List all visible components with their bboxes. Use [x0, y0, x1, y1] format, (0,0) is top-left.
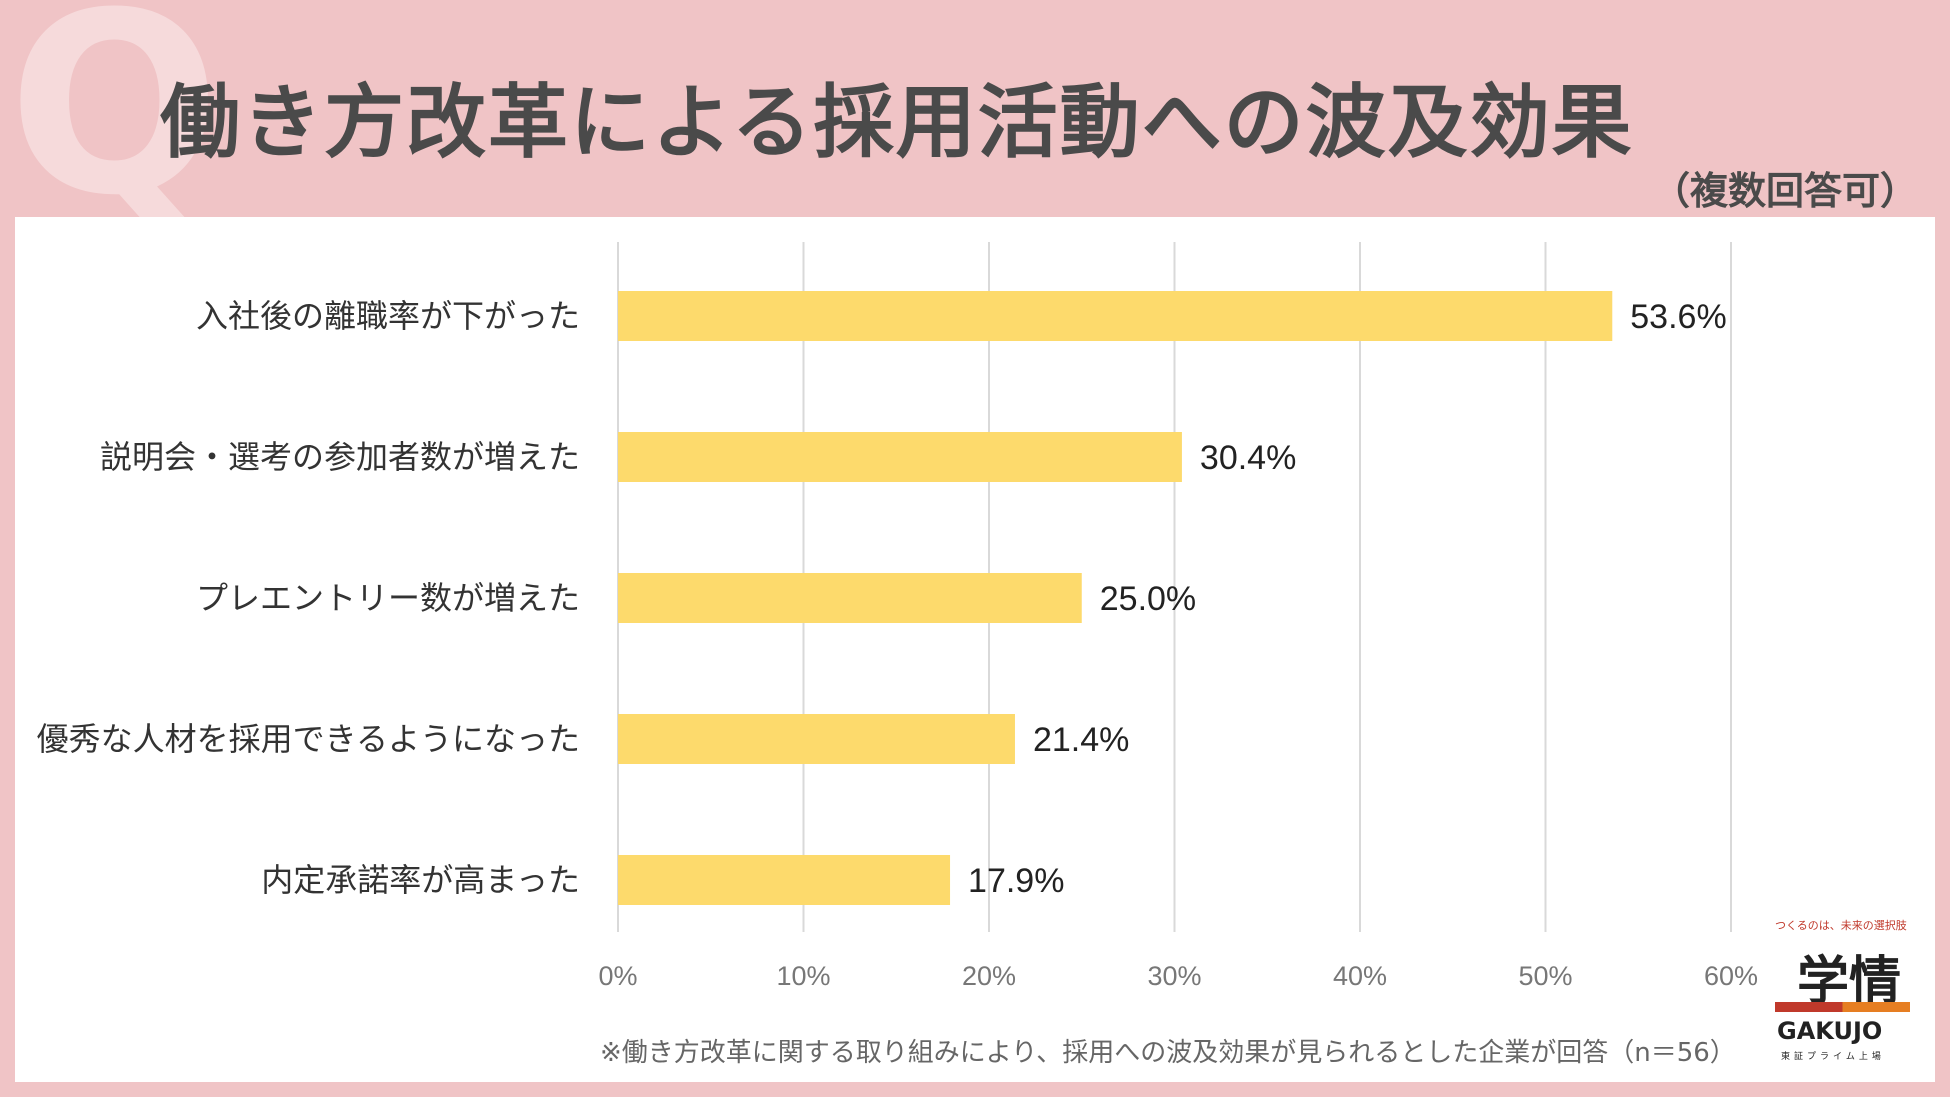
bar — [618, 432, 1182, 482]
category-label: 入社後の離職率が下がった — [195, 297, 580, 335]
logo-tagline: つくるのは、未来の選択肢 — [1775, 919, 1907, 932]
page-subtitle: （複数回答可） — [1651, 169, 1918, 213]
category-label: 内定承諾率が高まった — [261, 861, 580, 899]
x-tick-label: 50% — [1518, 961, 1572, 991]
value-label: 17.9% — [968, 862, 1064, 900]
bar — [618, 291, 1613, 341]
value-label: 53.6% — [1630, 298, 1726, 336]
value-label: 30.4% — [1200, 439, 1296, 477]
x-tick-label: 30% — [1147, 961, 1201, 991]
category-label: 優秀な人材を採用できるようになった — [36, 720, 580, 758]
bar-chart: 0% 10% 20% 30% 40% 50% 60% 53.6% 30.4% 25.0% 21.4%… — [598, 242, 1758, 991]
bar — [618, 855, 951, 905]
chart-panel: 0% 10% 20% 30% 40% 50% 60% 53.6% 30.4% 25.0% 21.4%… — [15, 217, 1935, 1082]
bar — [618, 573, 1082, 623]
category-label: 説明会・選考の参加者数が増えた — [99, 438, 580, 476]
logo-stripe — [1775, 1002, 1910, 1012]
page-title: 働き方改革による採用活動への波及効果 — [160, 76, 1634, 169]
x-tick-label: 60% — [1704, 961, 1758, 991]
x-tick-label: 40% — [1333, 961, 1387, 991]
logo-subtext: 東証プライム上場 — [1781, 1052, 1885, 1062]
q-mark: Q — [8, 0, 221, 250]
value-label: 25.0% — [1100, 580, 1196, 618]
value-label: 21.4% — [1033, 721, 1129, 759]
x-tick-label: 20% — [962, 961, 1016, 991]
logo-wordmark: GAKUJO — [1777, 1017, 1883, 1045]
gakujo-logo: つくるのは、未来の選択肢 学情 GAKUJO 東証プライム上場 — [1775, 917, 1915, 1067]
category-label: プレエントリー数が増えた — [195, 579, 580, 617]
x-tick-label: 10% — [776, 961, 830, 991]
x-tick-label: 0% — [598, 961, 637, 991]
bar — [618, 714, 1015, 764]
footnote: ※働き方改革に関する取り組みにより、採用への波及効果が見られるとした企業が回答（… — [600, 1038, 1736, 1068]
